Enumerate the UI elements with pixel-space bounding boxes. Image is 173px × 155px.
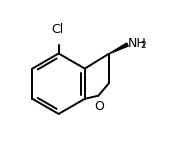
Text: Cl: Cl bbox=[51, 23, 63, 36]
Text: NH: NH bbox=[128, 37, 147, 49]
Polygon shape bbox=[109, 43, 128, 54]
Text: O: O bbox=[94, 100, 104, 113]
Text: 2: 2 bbox=[140, 41, 146, 50]
